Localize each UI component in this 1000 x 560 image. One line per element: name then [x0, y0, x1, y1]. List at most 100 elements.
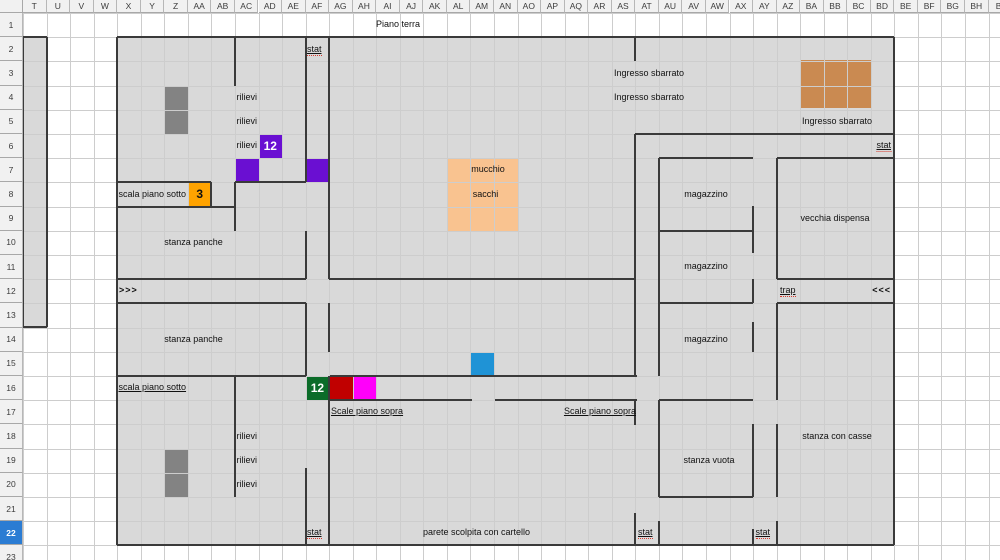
magazzino-3: magazzino: [684, 333, 728, 344]
row-header-21[interactable]: 21: [0, 497, 23, 522]
wall-horizontal: [777, 302, 894, 304]
column-header-AH[interactable]: AH: [352, 0, 377, 13]
column-header-AQ[interactable]: AQ: [564, 0, 589, 13]
column-header-AY[interactable]: AY: [753, 0, 777, 13]
column-header-AO[interactable]: AO: [517, 0, 542, 13]
wall-horizontal: [117, 36, 894, 38]
column-header-AK[interactable]: AK: [423, 0, 447, 13]
wall-horizontal: [659, 399, 753, 401]
stat-label-5: stat: [755, 527, 771, 540]
column-header-AC[interactable]: AC: [234, 0, 259, 13]
column-header-Z[interactable]: Z: [164, 0, 188, 13]
column-header-BE[interactable]: BE: [894, 0, 918, 13]
gray-block-Z5: [164, 109, 188, 134]
column-header-AV[interactable]: AV: [682, 0, 706, 13]
row-header-16[interactable]: 16: [0, 376, 23, 401]
gridline-horizontal: [23, 303, 1000, 305]
column-header-BB[interactable]: BB: [823, 0, 848, 13]
rilievi-5: rilievi: [236, 454, 258, 465]
gridline-horizontal: [23, 230, 1000, 232]
column-header-X[interactable]: X: [117, 0, 141, 13]
row-header-22[interactable]: 22: [0, 521, 23, 546]
row-header-15[interactable]: 15: [0, 351, 23, 376]
gridline-horizontal: [23, 109, 1000, 111]
wall-horizontal: [117, 278, 306, 280]
row-header-19[interactable]: 19: [0, 448, 23, 473]
gridline-vertical: [611, 13, 613, 560]
gridline-vertical: [164, 13, 166, 560]
column-header-AR[interactable]: AR: [588, 0, 612, 13]
vecchia-dispensa-label: vecchia dispensa: [800, 212, 870, 223]
column-header-AG[interactable]: AG: [329, 0, 353, 13]
wall-vertical: [234, 37, 236, 86]
column-header-AM[interactable]: AM: [470, 0, 494, 13]
row-header-9[interactable]: 9: [0, 206, 23, 231]
wall-vertical: [893, 37, 895, 545]
rilievi-3: rilievi: [236, 140, 258, 151]
column-header-AE[interactable]: AE: [282, 0, 306, 13]
column-header-AP[interactable]: AP: [541, 0, 565, 13]
row-header-12[interactable]: 12: [0, 279, 23, 304]
gray-block-Z4: [164, 85, 188, 110]
column-header-AX[interactable]: AX: [729, 0, 754, 13]
column-header-AA[interactable]: AA: [187, 0, 212, 13]
scala-piano-sotto-1: scala piano sotto: [118, 188, 187, 199]
row-header-13[interactable]: 13: [0, 303, 23, 328]
column-header-AS[interactable]: AS: [611, 0, 636, 13]
row-header-7[interactable]: 7: [0, 158, 23, 183]
rilievi-2: rilievi: [236, 115, 258, 126]
row-header-3[interactable]: 3: [0, 61, 23, 86]
column-header-W[interactable]: W: [93, 0, 118, 13]
column-header-AU[interactable]: AU: [658, 0, 683, 13]
row-header-6[interactable]: 6: [0, 134, 23, 159]
column-header-T[interactable]: T: [23, 0, 47, 13]
wall-horizontal: [117, 544, 894, 546]
column-header-BD[interactable]: BD: [870, 0, 895, 13]
row-header-23[interactable]: 23: [0, 545, 23, 560]
blue-marker: [470, 351, 495, 376]
column-header-BH[interactable]: BH: [965, 0, 989, 13]
column-header-AL[interactable]: AL: [446, 0, 471, 13]
column-header-AJ[interactable]: AJ: [399, 0, 424, 13]
wall-horizontal: [329, 278, 635, 280]
row-header-1[interactable]: 1: [0, 13, 23, 38]
column-header-AI[interactable]: AI: [376, 0, 400, 13]
row-header-10[interactable]: 10: [0, 230, 23, 255]
wall-vertical: [46, 37, 48, 327]
row-header-2[interactable]: 2: [0, 37, 23, 62]
column-header-AZ[interactable]: AZ: [776, 0, 801, 13]
column-header-Y[interactable]: Y: [140, 0, 165, 13]
gridline-vertical: [399, 13, 401, 560]
column-header-AT[interactable]: AT: [635, 0, 659, 13]
column-header-AD[interactable]: AD: [258, 0, 283, 13]
row-header-11[interactable]: 11: [0, 255, 23, 280]
column-header-AW[interactable]: AW: [705, 0, 730, 13]
wall-horizontal: [659, 302, 753, 304]
column-header-AB[interactable]: AB: [211, 0, 235, 13]
column-header-V[interactable]: V: [70, 0, 94, 13]
column-header-U[interactable]: U: [46, 0, 71, 13]
row-header-4[interactable]: 4: [0, 85, 23, 110]
column-header-BC[interactable]: BC: [847, 0, 871, 13]
row-header-17[interactable]: 17: [0, 400, 23, 425]
column-header-BA[interactable]: BA: [800, 0, 824, 13]
gridline-vertical: [564, 13, 566, 560]
column-header-BI[interactable]: BI: [988, 0, 1000, 13]
column-header-BF[interactable]: BF: [917, 0, 942, 13]
gridline-vertical: [541, 13, 543, 560]
wall-vertical: [752, 424, 754, 497]
wall-horizontal: [117, 206, 235, 208]
wall-vertical: [658, 158, 660, 376]
gridline-vertical: [282, 13, 284, 560]
row-header-14[interactable]: 14: [0, 327, 23, 352]
wall-vertical: [305, 231, 307, 279]
column-header-AN[interactable]: AN: [494, 0, 518, 13]
row-header-8[interactable]: 8: [0, 182, 23, 207]
sheet-corner-select-all[interactable]: [0, 0, 23, 13]
column-header-BG[interactable]: BG: [941, 0, 965, 13]
row-header-5[interactable]: 5: [0, 109, 23, 134]
magazzino-1: magazzino: [684, 188, 728, 199]
row-header-20[interactable]: 20: [0, 472, 23, 497]
row-header-18[interactable]: 18: [0, 424, 23, 449]
column-header-AF[interactable]: AF: [305, 0, 330, 13]
